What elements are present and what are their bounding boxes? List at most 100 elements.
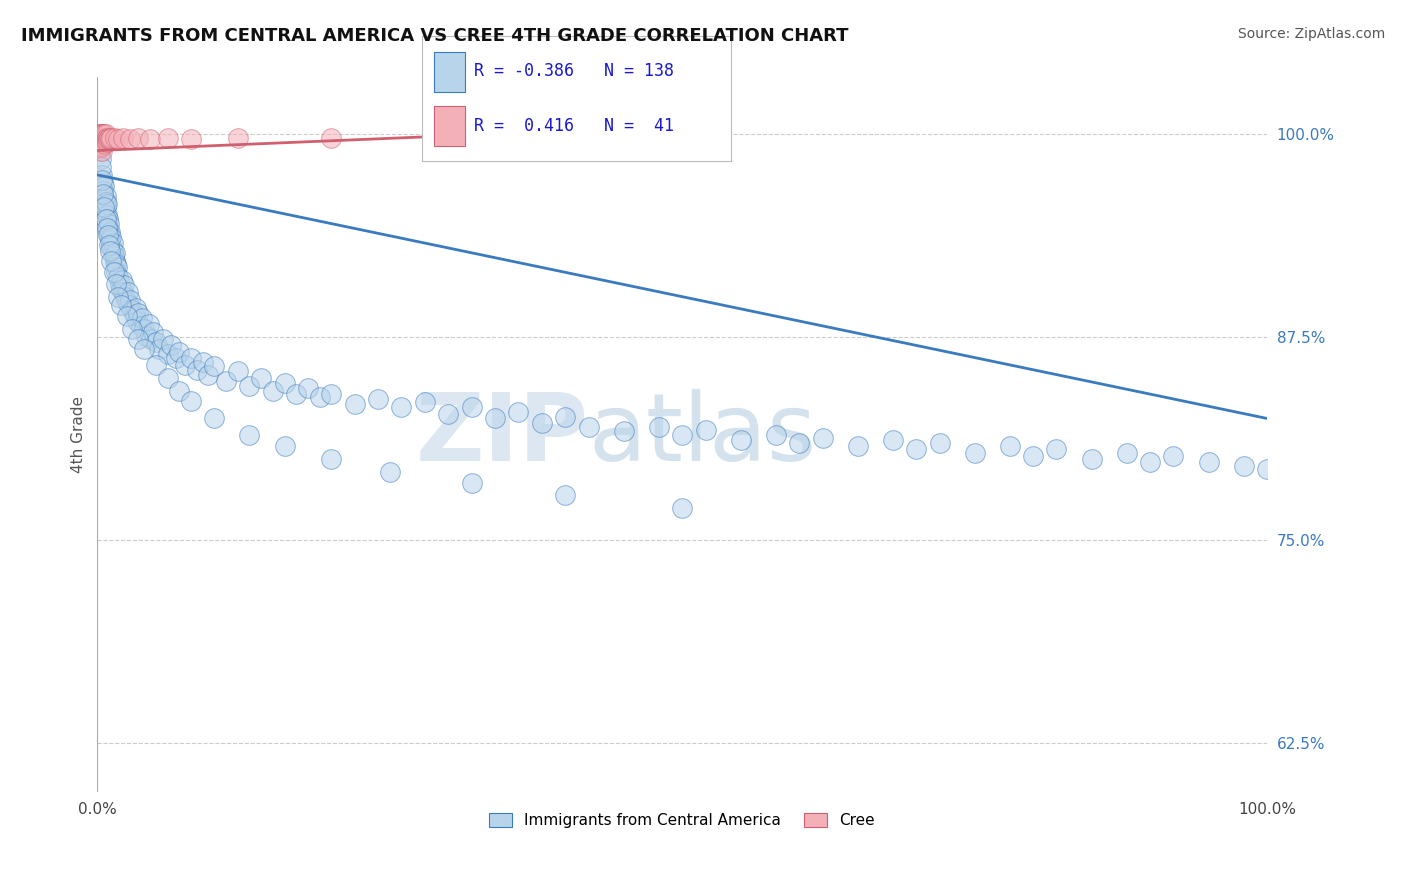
- Point: [115, 309, 138, 323]
- Point: [484, 411, 506, 425]
- Point: [321, 387, 343, 401]
- Point: [134, 342, 156, 356]
- Point: [730, 433, 752, 447]
- Point: [495, 130, 517, 145]
- Point: [93, 136, 115, 151]
- Point: [554, 409, 576, 424]
- Point: [1115, 445, 1137, 459]
- Point: [671, 427, 693, 442]
- Point: [578, 419, 600, 434]
- Point: [167, 344, 190, 359]
- Point: [226, 364, 249, 378]
- Point: [250, 371, 273, 385]
- Point: [98, 237, 121, 252]
- Point: [142, 326, 165, 340]
- Point: [89, 128, 111, 142]
- Point: [1022, 449, 1045, 463]
- Point: [1163, 449, 1185, 463]
- Point: [121, 322, 143, 336]
- Point: [104, 245, 127, 260]
- Point: [100, 229, 122, 244]
- Point: [343, 397, 366, 411]
- Legend: Immigrants from Central America, Cree: Immigrants from Central America, Cree: [484, 807, 882, 834]
- Point: [89, 140, 111, 154]
- Point: [1233, 458, 1256, 473]
- Point: [367, 392, 389, 406]
- Point: [87, 130, 110, 145]
- Point: [117, 285, 139, 299]
- Point: [96, 221, 118, 235]
- Point: [87, 136, 110, 150]
- Point: [191, 354, 214, 368]
- Point: [765, 427, 787, 442]
- Point: [91, 138, 114, 153]
- Point: [93, 128, 115, 142]
- Point: [127, 130, 149, 145]
- Point: [998, 439, 1021, 453]
- Point: [321, 452, 343, 467]
- Point: [97, 227, 120, 242]
- Point: [129, 318, 152, 333]
- Point: [437, 407, 460, 421]
- Point: [180, 351, 202, 366]
- Point: [1139, 455, 1161, 469]
- Point: [508, 405, 530, 419]
- Point: [112, 278, 135, 293]
- Point: [139, 132, 162, 146]
- Point: [91, 184, 114, 198]
- Point: [98, 225, 121, 239]
- Point: [105, 260, 128, 275]
- Point: [671, 500, 693, 515]
- Y-axis label: 4th Grade: 4th Grade: [72, 396, 86, 473]
- Point: [1045, 442, 1067, 457]
- Point: [215, 374, 238, 388]
- Point: [180, 393, 202, 408]
- Point: [100, 254, 122, 268]
- Point: [124, 309, 146, 323]
- Point: [120, 132, 142, 146]
- Point: [90, 152, 112, 166]
- Point: [238, 427, 260, 442]
- Point: [91, 144, 114, 158]
- Point: [100, 237, 122, 252]
- Point: [97, 132, 120, 146]
- Point: [811, 431, 834, 445]
- Point: [152, 332, 174, 346]
- Point: [378, 465, 401, 479]
- Text: IMMIGRANTS FROM CENTRAL AMERICA VS CREE 4TH GRADE CORRELATION CHART: IMMIGRANTS FROM CENTRAL AMERICA VS CREE …: [21, 27, 849, 45]
- Point: [103, 249, 125, 263]
- Point: [118, 298, 141, 312]
- Point: [160, 338, 183, 352]
- Point: [91, 130, 114, 145]
- Point: [460, 476, 482, 491]
- Point: [107, 290, 129, 304]
- Point: [180, 132, 202, 146]
- Point: [262, 384, 284, 398]
- Point: [145, 335, 167, 350]
- Text: Source: ZipAtlas.com: Source: ZipAtlas.com: [1237, 27, 1385, 41]
- Point: [104, 130, 127, 145]
- Point: [114, 290, 136, 304]
- Point: [96, 197, 118, 211]
- Point: [98, 227, 121, 242]
- Point: [273, 439, 295, 453]
- Point: [108, 277, 131, 291]
- FancyBboxPatch shape: [434, 105, 465, 145]
- Point: [94, 128, 117, 142]
- Point: [1256, 462, 1278, 476]
- Point: [101, 244, 124, 259]
- Point: [93, 200, 115, 214]
- Point: [91, 173, 114, 187]
- Point: [273, 376, 295, 390]
- Point: [285, 387, 308, 401]
- Point: [107, 270, 129, 285]
- Point: [125, 301, 148, 315]
- Point: [202, 411, 225, 425]
- Point: [98, 130, 121, 145]
- Point: [695, 423, 717, 437]
- Point: [98, 244, 121, 259]
- Point: [96, 130, 118, 145]
- Point: [98, 233, 121, 247]
- Point: [91, 128, 114, 142]
- Point: [121, 302, 143, 317]
